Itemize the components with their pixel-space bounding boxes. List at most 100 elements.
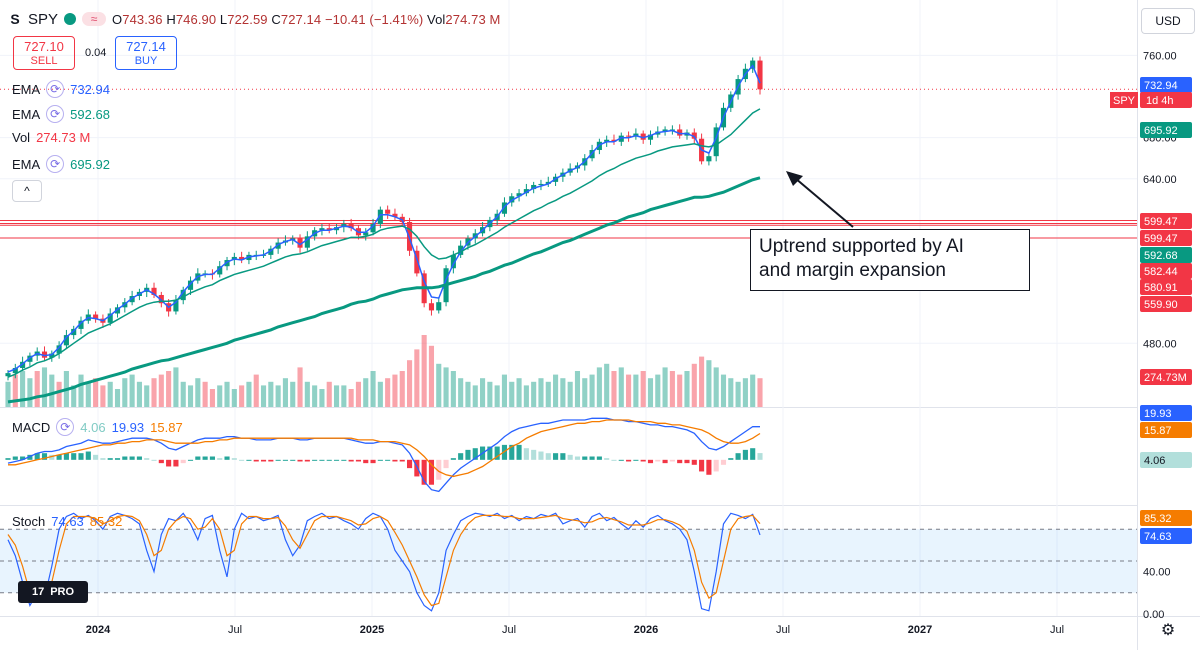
macd-histogram-bar [202,456,208,460]
volume-bar [450,371,456,407]
buy-button[interactable]: 727.14 BUY [115,36,177,70]
annotation-arrow-head [786,171,803,186]
candle-body [224,260,230,267]
volume-bar [246,381,252,407]
macd-histogram-bar [720,459,727,465]
volume-bar [187,385,194,407]
macd-histogram-bar [655,459,661,462]
legend-volume[interactable]: Vol 274.73 M [12,130,90,145]
macd-histogram-bar [341,459,347,461]
volume-bar [523,385,529,407]
candle-body [604,139,610,142]
volume-bar [647,378,654,407]
gear-icon[interactable]: ⚙ [1160,622,1176,639]
candle-body [297,238,303,248]
macd-histogram-bar [180,459,186,464]
price-axis-tag-label: 599.47 [1144,233,1178,245]
collapse-legend-button[interactable]: ^ [12,180,42,202]
legend-ema-slow[interactable]: EMA ⟳ 695.92 [12,155,110,173]
volume-bar [699,356,705,407]
macd-histogram-bar [436,459,442,480]
volume-bar [596,367,602,407]
candle-body [5,373,11,377]
candle-body [523,189,529,194]
macd-histogram-bar [494,446,500,460]
time-tick-label: Jul [228,624,242,636]
price-axis-tag [1140,122,1192,138]
symbol-name[interactable]: SPY [28,10,59,28]
macd-histogram-bar [757,453,763,460]
price-axis-tag [1140,296,1192,312]
stoch-d-line [7,514,761,607]
macd-histogram-bar [392,459,398,462]
volume-bar [107,381,113,407]
macd-axis-tag [1140,422,1192,438]
volume-bar [297,367,303,407]
macd-histogram-bar [647,459,654,464]
candle-body [12,367,18,374]
volume-bar [355,381,362,407]
compare-icon[interactable]: ≈ [82,12,107,26]
time-tick-label: 2026 [634,624,658,636]
ema-line [7,108,761,378]
stoch-legend[interactable]: Stoch 74.63 85.32 [12,514,122,529]
macd-histogram-bar [567,454,573,460]
macd-histogram-bar [735,453,741,460]
price-axis-tag [1140,369,1192,385]
volume-bar [144,385,150,407]
candle-body [49,353,55,358]
candle-body [538,183,544,185]
macd-histogram-bar [604,458,610,460]
volume-bar [684,371,690,407]
volume-bar [742,378,748,407]
volume-bar [691,363,697,407]
volume-bar [669,371,675,407]
legend-ema-fast[interactable]: EMA ⟳ 732.94 [12,80,110,98]
macd-histogram-bar [385,459,391,461]
macd-histogram-bar [545,453,551,460]
macd-histogram-bar [589,456,595,460]
price-axis-tag-label: 582.44 [1144,266,1178,278]
stoch-legend-d: 85.32 [89,514,123,529]
macd-histogram-bar [406,459,413,469]
legend-volume-value: 274.73 M [36,130,91,145]
candle-body [78,320,84,329]
volume-bar [545,381,551,407]
settings-cycle-icon[interactable]: ⟳ [56,418,75,436]
macd-histogram-bar [275,459,281,461]
price-axis-tag [1140,263,1192,279]
price-axis-tag-label: 592.68 [1144,250,1178,262]
macd-histogram-bar [78,453,84,460]
macd-histogram-bar [574,456,581,460]
macd-legend[interactable]: MACD ⟳ 4.06 19.93 15.87 [12,418,183,436]
annotation-callout[interactable]: Uptrend supported by AI and margin expan… [750,229,1030,291]
sell-button[interactable]: 727.10 SELL [13,36,75,70]
macd-histogram-bar [239,459,245,461]
time-tick-label: Jul [1050,624,1064,636]
volume-bar [640,371,646,407]
macd-histogram-bar [129,456,135,460]
volume-bar [268,381,274,407]
price-axis-tag [1140,77,1192,93]
macd-histogram-bar [611,459,617,461]
candle-body [107,313,113,323]
settings-cycle-icon[interactable]: ⟳ [46,155,65,173]
volume-bar [735,381,741,407]
candle-body [180,289,186,301]
currency-selector[interactable]: USD [1141,8,1195,34]
volume-bar [209,389,215,407]
candle-body [640,133,646,140]
macd-histogram-bar [377,459,383,461]
macd-histogram-bar [662,459,668,464]
candle-body [501,202,508,214]
settings-cycle-icon[interactable]: ⟳ [46,80,65,98]
macd-histogram-bar [253,459,259,462]
volume-bar [158,374,164,407]
settings-cycle-icon[interactable]: ⟳ [46,105,65,123]
legend-ema-slow-value: 695.92 [70,156,110,172]
candle-body [618,135,624,142]
symbol-price-tag-label: SPY [1113,95,1136,107]
legend-ema-mid[interactable]: EMA ⟳ 592.68 [12,105,110,123]
